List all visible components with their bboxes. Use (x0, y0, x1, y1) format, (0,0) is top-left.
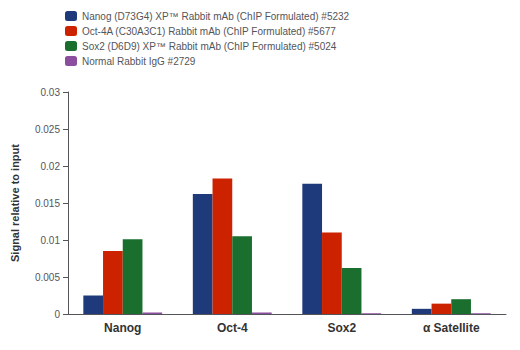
svg-text:0.01: 0.01 (41, 235, 61, 246)
svg-text:Sox2 (D6D9) XP™ Rabbit mAb (Ch: Sox2 (D6D9) XP™ Rabbit mAb (ChIP Formula… (82, 41, 337, 52)
svg-text:Oct-4: Oct-4 (217, 321, 248, 335)
svg-text:Signal relative to input: Signal relative to input (9, 144, 21, 262)
svg-text:α Satellite: α Satellite (423, 321, 480, 335)
svg-text:0.005: 0.005 (35, 272, 60, 283)
svg-text:Nanog: Nanog (104, 321, 141, 335)
svg-text:Oct-4A (C30A3C1) Rabbit mAb (C: Oct-4A (C30A3C1) Rabbit mAb (ChIP Formul… (82, 26, 336, 37)
svg-text:0: 0 (54, 309, 60, 320)
svg-text:0.03: 0.03 (41, 87, 61, 98)
svg-text:0.02: 0.02 (41, 161, 61, 172)
svg-text:0.025: 0.025 (35, 124, 60, 135)
svg-text:0.015: 0.015 (35, 198, 60, 209)
svg-text:Nanog (D73G4) XP™ Rabbit mAb (: Nanog (D73G4) XP™ Rabbit mAb (ChIP Formu… (82, 11, 350, 22)
svg-text:Sox2: Sox2 (327, 321, 356, 335)
svg-text:Normal Rabbit IgG #2729: Normal Rabbit IgG #2729 (82, 56, 196, 67)
